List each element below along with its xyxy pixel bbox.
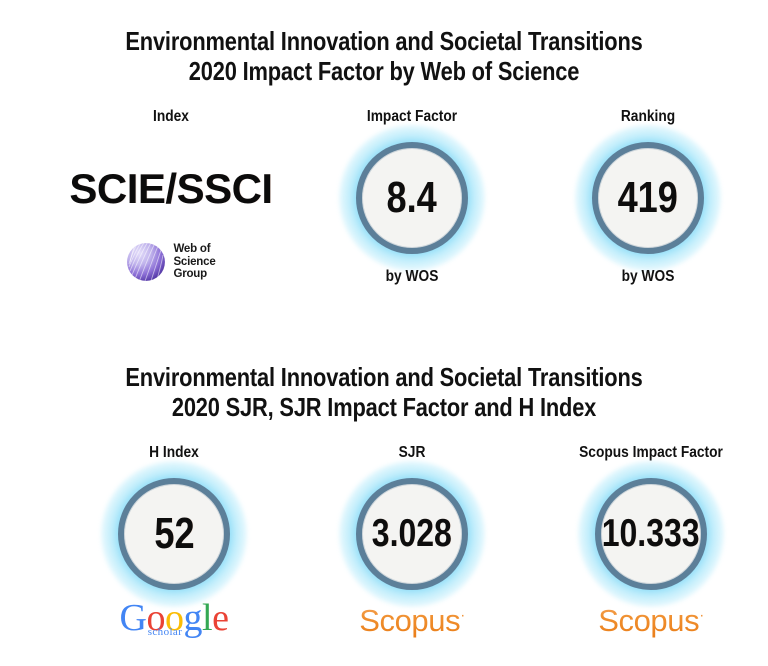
section-1-title-line-1: Environmental Innovation and Societal Tr…: [125, 26, 643, 56]
metric-ranking-dial: 419: [575, 125, 721, 271]
scopus-logo-sjr: Scopus·: [304, 604, 520, 638]
section-2-title: Environmental Innovation and Societal Tr…: [61, 362, 706, 422]
metric-h-index: H Index 52 Google scholar: [56, 444, 292, 642]
metric-sjr: SJR 3.028 Scopus·: [304, 444, 520, 638]
metric-scopus-impact-factor-value: 10.333: [602, 512, 700, 555]
metric-sjr-dial: 3.028: [339, 461, 485, 607]
google-scholar-subtext: scholar: [147, 626, 183, 638]
metric-circle: 10.333: [595, 478, 707, 590]
metric-circle: 8.4: [356, 142, 468, 254]
section-2-title-line-1: Environmental Innovation and Societal Tr…: [125, 362, 643, 392]
section-1-title-line-2: 2020 Impact Factor by Web of Science: [188, 56, 580, 86]
metric-circle: 52: [118, 478, 230, 590]
wos-logo-line-1: Web of: [173, 243, 211, 256]
metric-impact-factor-value: 8.4: [386, 173, 438, 222]
metric-scopus-impact-factor-dial: 10.333: [578, 461, 724, 607]
metric-impact-factor: Impact Factor 8.4 by WOS: [304, 108, 520, 286]
section-2-title-line-2: 2020 SJR, SJR Impact Factor and H Index: [171, 392, 597, 422]
scopus-wordmark: Scopus·: [359, 604, 465, 638]
web-of-science-group-wordmark: Web of Science Group: [173, 243, 215, 280]
metric-sjr-label: SJR: [398, 444, 426, 461]
google-wordmark: Google: [119, 597, 229, 639]
wos-logo-line-2: Science: [173, 255, 216, 268]
metric-index-value: SCIE/SSCI: [69, 165, 273, 212]
scopus-logo-impact: Scopus·: [538, 604, 764, 638]
metric-h-index-value: 52: [153, 509, 195, 558]
metric-index: Index SCIE/SSCI: [36, 108, 306, 282]
scopus-registered-mark: ·: [699, 606, 704, 624]
metric-circle: 3.028: [356, 478, 468, 590]
wos-logo-line-3: Group: [173, 268, 207, 281]
metric-impact-factor-sublabel: by WOS: [385, 268, 439, 285]
metric-h-index-label: H Index: [149, 444, 199, 461]
metric-circle: 419: [592, 142, 704, 254]
metric-h-index-dial: 52: [101, 461, 247, 607]
scopus-wordmark-text: Scopus: [598, 603, 700, 638]
metric-impact-factor-label: Impact Factor: [366, 108, 458, 125]
scopus-registered-mark: ·: [460, 606, 465, 624]
scopus-wordmark-text: Scopus: [359, 603, 461, 638]
metric-ranking-sublabel: by WOS: [621, 268, 675, 285]
metric-scopus-impact-factor: Scopus Impact Factor 10.333 Scopus·: [538, 444, 764, 638]
section-1-title: Environmental Innovation and Societal Tr…: [61, 26, 706, 86]
google-scholar-logo: Google scholar: [111, 598, 237, 642]
metric-index-label: Index: [153, 108, 189, 125]
metric-ranking-value: 419: [617, 173, 679, 222]
metric-ranking-label: Ranking: [620, 108, 676, 125]
web-of-science-sphere-icon: [127, 242, 166, 282]
metric-sjr-value: 3.028: [371, 512, 453, 555]
metric-impact-factor-dial: 8.4: [339, 125, 485, 271]
metric-scopus-impact-factor-label: Scopus Impact Factor: [579, 444, 723, 461]
metric-ranking: Ranking 419 by WOS: [540, 108, 756, 286]
scopus-wordmark: Scopus·: [598, 604, 704, 638]
web-of-science-group-logo: Web of Science Group: [36, 242, 306, 282]
